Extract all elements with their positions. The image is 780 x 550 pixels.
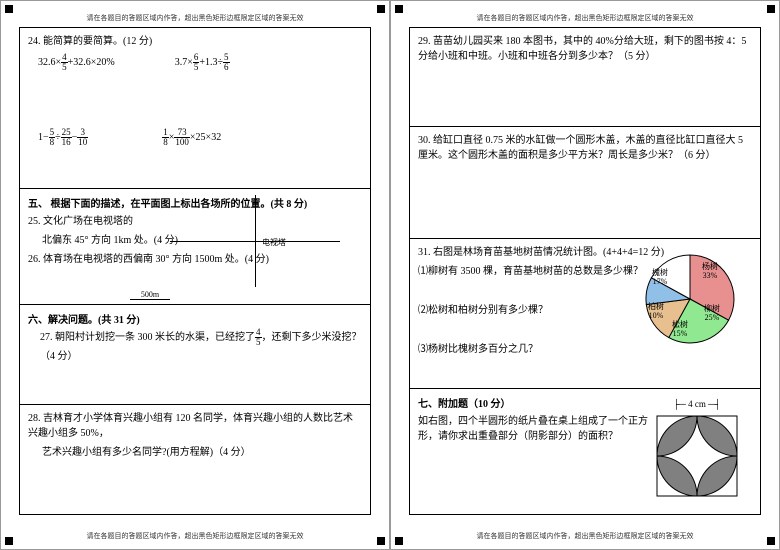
q27: 27. 朝阳村计划挖一条 300 米长的水渠，已经挖了45，还剩下多少米没挖？（… <box>28 328 362 362</box>
sec6b: 28. 吉林育才小学体育兴趣小组有 120 名同学，体育兴趣小组的人数比艺术兴趣… <box>19 405 371 515</box>
pie-svg <box>640 249 740 349</box>
q28: 28. 吉林育才小学体育兴趣小组有 120 名同学，体育兴趣小组的人数比艺术兴趣… <box>28 409 362 439</box>
pie-lbl-song: 松树15% <box>672 321 688 339</box>
side-label: ├─ 4 cm ─┤ <box>652 399 742 409</box>
header-note: 请在各题目的答题区域内作答，超出黑色矩形边框限定区域的答案无效 <box>19 13 371 27</box>
bonus-figure: ├─ 4 cm ─┤ <box>652 411 742 501</box>
q28b: 艺术兴趣小组有多少名同学?(用方程解)（4 分） <box>28 443 362 458</box>
sec6-head: 六、解决问题。(共 31 分) <box>28 309 362 328</box>
scale-label: 500m <box>130 290 170 300</box>
formula-4: 18×73100×25×32 <box>162 128 221 147</box>
worksheet: 请在各题目的答题区域内作答，超出黑色矩形边框限定区域的答案无效 24. 能简算的… <box>0 0 780 550</box>
q29: 29. 苗苗幼儿园买来 180 本图书，其中的 40%分给大班，剩下的图书按 4… <box>418 32 752 62</box>
crop-mark <box>395 5 403 13</box>
pie-lbl-liu: 柳树25% <box>704 305 720 323</box>
formula-1: 32.6×45+32.6×20% <box>38 53 115 72</box>
pie-lbl-bai: 柏树10% <box>648 303 664 321</box>
q30: 30. 给缸口直径 0.75 米的水缸做一个圆形木盖，木盖的直径比缸口直径大 5… <box>418 131 752 161</box>
formula-2: 3.7×65+1.3÷56 <box>175 53 230 72</box>
cross-h <box>170 241 340 242</box>
footer-note-r: 请在各题目的答题区域内作答，超出黑色矩形边框限定区域的答案无效 <box>391 531 779 541</box>
crop-mark <box>377 5 385 13</box>
q29-section: 29. 苗苗幼儿园买来 180 本图书，其中的 40%分给大班，剩下的图书按 4… <box>409 27 761 127</box>
q24-section: 24. 能简算的要简算。(12 分) 32.6×45+32.6×20% 3.7×… <box>19 27 371 189</box>
page-right: 请在各题目的答题区域内作答，超出黑色矩形边框限定区域的答案无效 29. 苗苗幼儿… <box>390 0 780 550</box>
sec5: 五、 根据下面的描述，在平面图上标出各场所的位置。(共 8 分) 25. 文化广… <box>19 189 371 305</box>
sec6a: 六、解决问题。(共 31 分) 27. 朝阳村计划挖一条 300 米长的水渠，已… <box>19 305 371 405</box>
crop-mark <box>5 5 13 13</box>
formula-3: 1−58÷2516−310 <box>38 128 88 147</box>
q31-section: 31. 右图是林场育苗基地树苗情况统计图。(4+4+4=12 分) ⑴柳树有 3… <box>409 239 761 389</box>
formula-row-2: 1−58÷2516−310 18×73100×25×32 <box>28 126 362 165</box>
q24-title: 24. 能简算的要简算。(12 分) <box>28 32 362 47</box>
pie-lbl-yang: 杨树33% <box>702 263 718 281</box>
page-left: 请在各题目的答题区域内作答，超出黑色矩形边框限定区域的答案无效 24. 能简算的… <box>0 0 390 550</box>
formula-row-1: 32.6×45+32.6×20% 3.7×65+1.3÷56 <box>28 51 362 90</box>
tower-label: 电视塔 <box>262 237 286 248</box>
cross-diagram: 电视塔 <box>170 195 340 287</box>
pie-lbl-huai: 槐树17% <box>652 269 668 287</box>
sec7: 七、附加题（10 分） 如右图，四个半圆形的纸片叠在桌上组成了一个正方形，请你求… <box>409 389 761 515</box>
header-note-r: 请在各题目的答题区域内作答，超出黑色矩形边框限定区域的答案无效 <box>409 13 761 27</box>
footer-note: 请在各题目的答题区域内作答，超出黑色矩形边框限定区域的答案无效 <box>1 531 389 541</box>
petal-svg <box>652 411 742 501</box>
crop-mark <box>767 5 775 13</box>
q30-section: 30. 给缸口直径 0.75 米的水缸做一个圆形木盖，木盖的直径比缸口直径大 5… <box>409 127 761 239</box>
pie-chart: 杨树33% 柳树25% 松树15% 柏树10% 槐树17% <box>640 249 740 352</box>
